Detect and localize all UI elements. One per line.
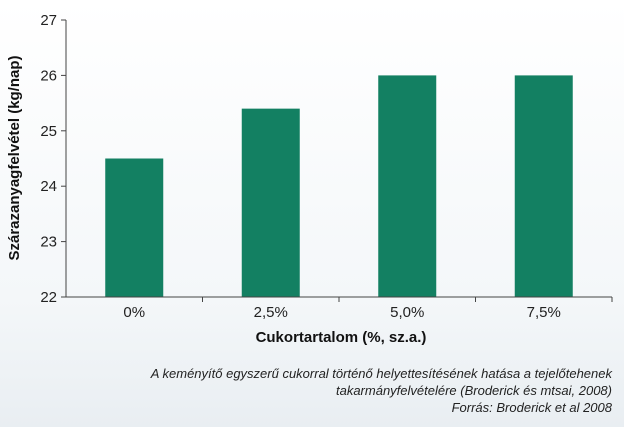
x-axis-title: Cukortartalom (%, sz.a.) (256, 329, 427, 346)
y-tick-label: 27 (40, 12, 57, 29)
y-tick-label: 22 (40, 289, 57, 306)
y-tick-label: 25 (40, 123, 57, 140)
y-tick-label: 24 (40, 178, 57, 195)
caption-source: Forrás: Broderick et al 2008 (451, 400, 612, 415)
bars (105, 75, 573, 298)
bar-3 (378, 75, 437, 298)
bar-chart: 22 23 24 25 26 27 0% 2,5% 5,0% 7,5% Cukortartalo… (6, 12, 613, 346)
caption-line-2: takarmányfelvételére (Broderick és mtsai… (335, 383, 612, 398)
bar-4 (514, 75, 573, 298)
y-tick-label: 26 (40, 67, 57, 84)
y-tick-label: 23 (40, 234, 57, 251)
figure-caption: A keményítő egyszerű cukorral történő he… (151, 365, 612, 416)
bar-2 (241, 108, 300, 297)
caption-line-1: A keményítő egyszerű cukorral történő he… (150, 366, 612, 381)
x-tick-label: 2,5% (254, 304, 288, 321)
bar-1 (105, 158, 164, 297)
x-tick-label: 5,0% (390, 304, 424, 321)
x-tick-label: 0% (123, 304, 145, 321)
x-tick-label: 7,5% (527, 304, 561, 321)
y-axis-title: Szárazanyagfelvétel (kg/nap) (6, 55, 23, 260)
y-axis-ticks: 22 23 24 25 26 27 (40, 12, 66, 306)
x-axis-ticks: 0% 2,5% 5,0% 7,5% (123, 297, 613, 321)
